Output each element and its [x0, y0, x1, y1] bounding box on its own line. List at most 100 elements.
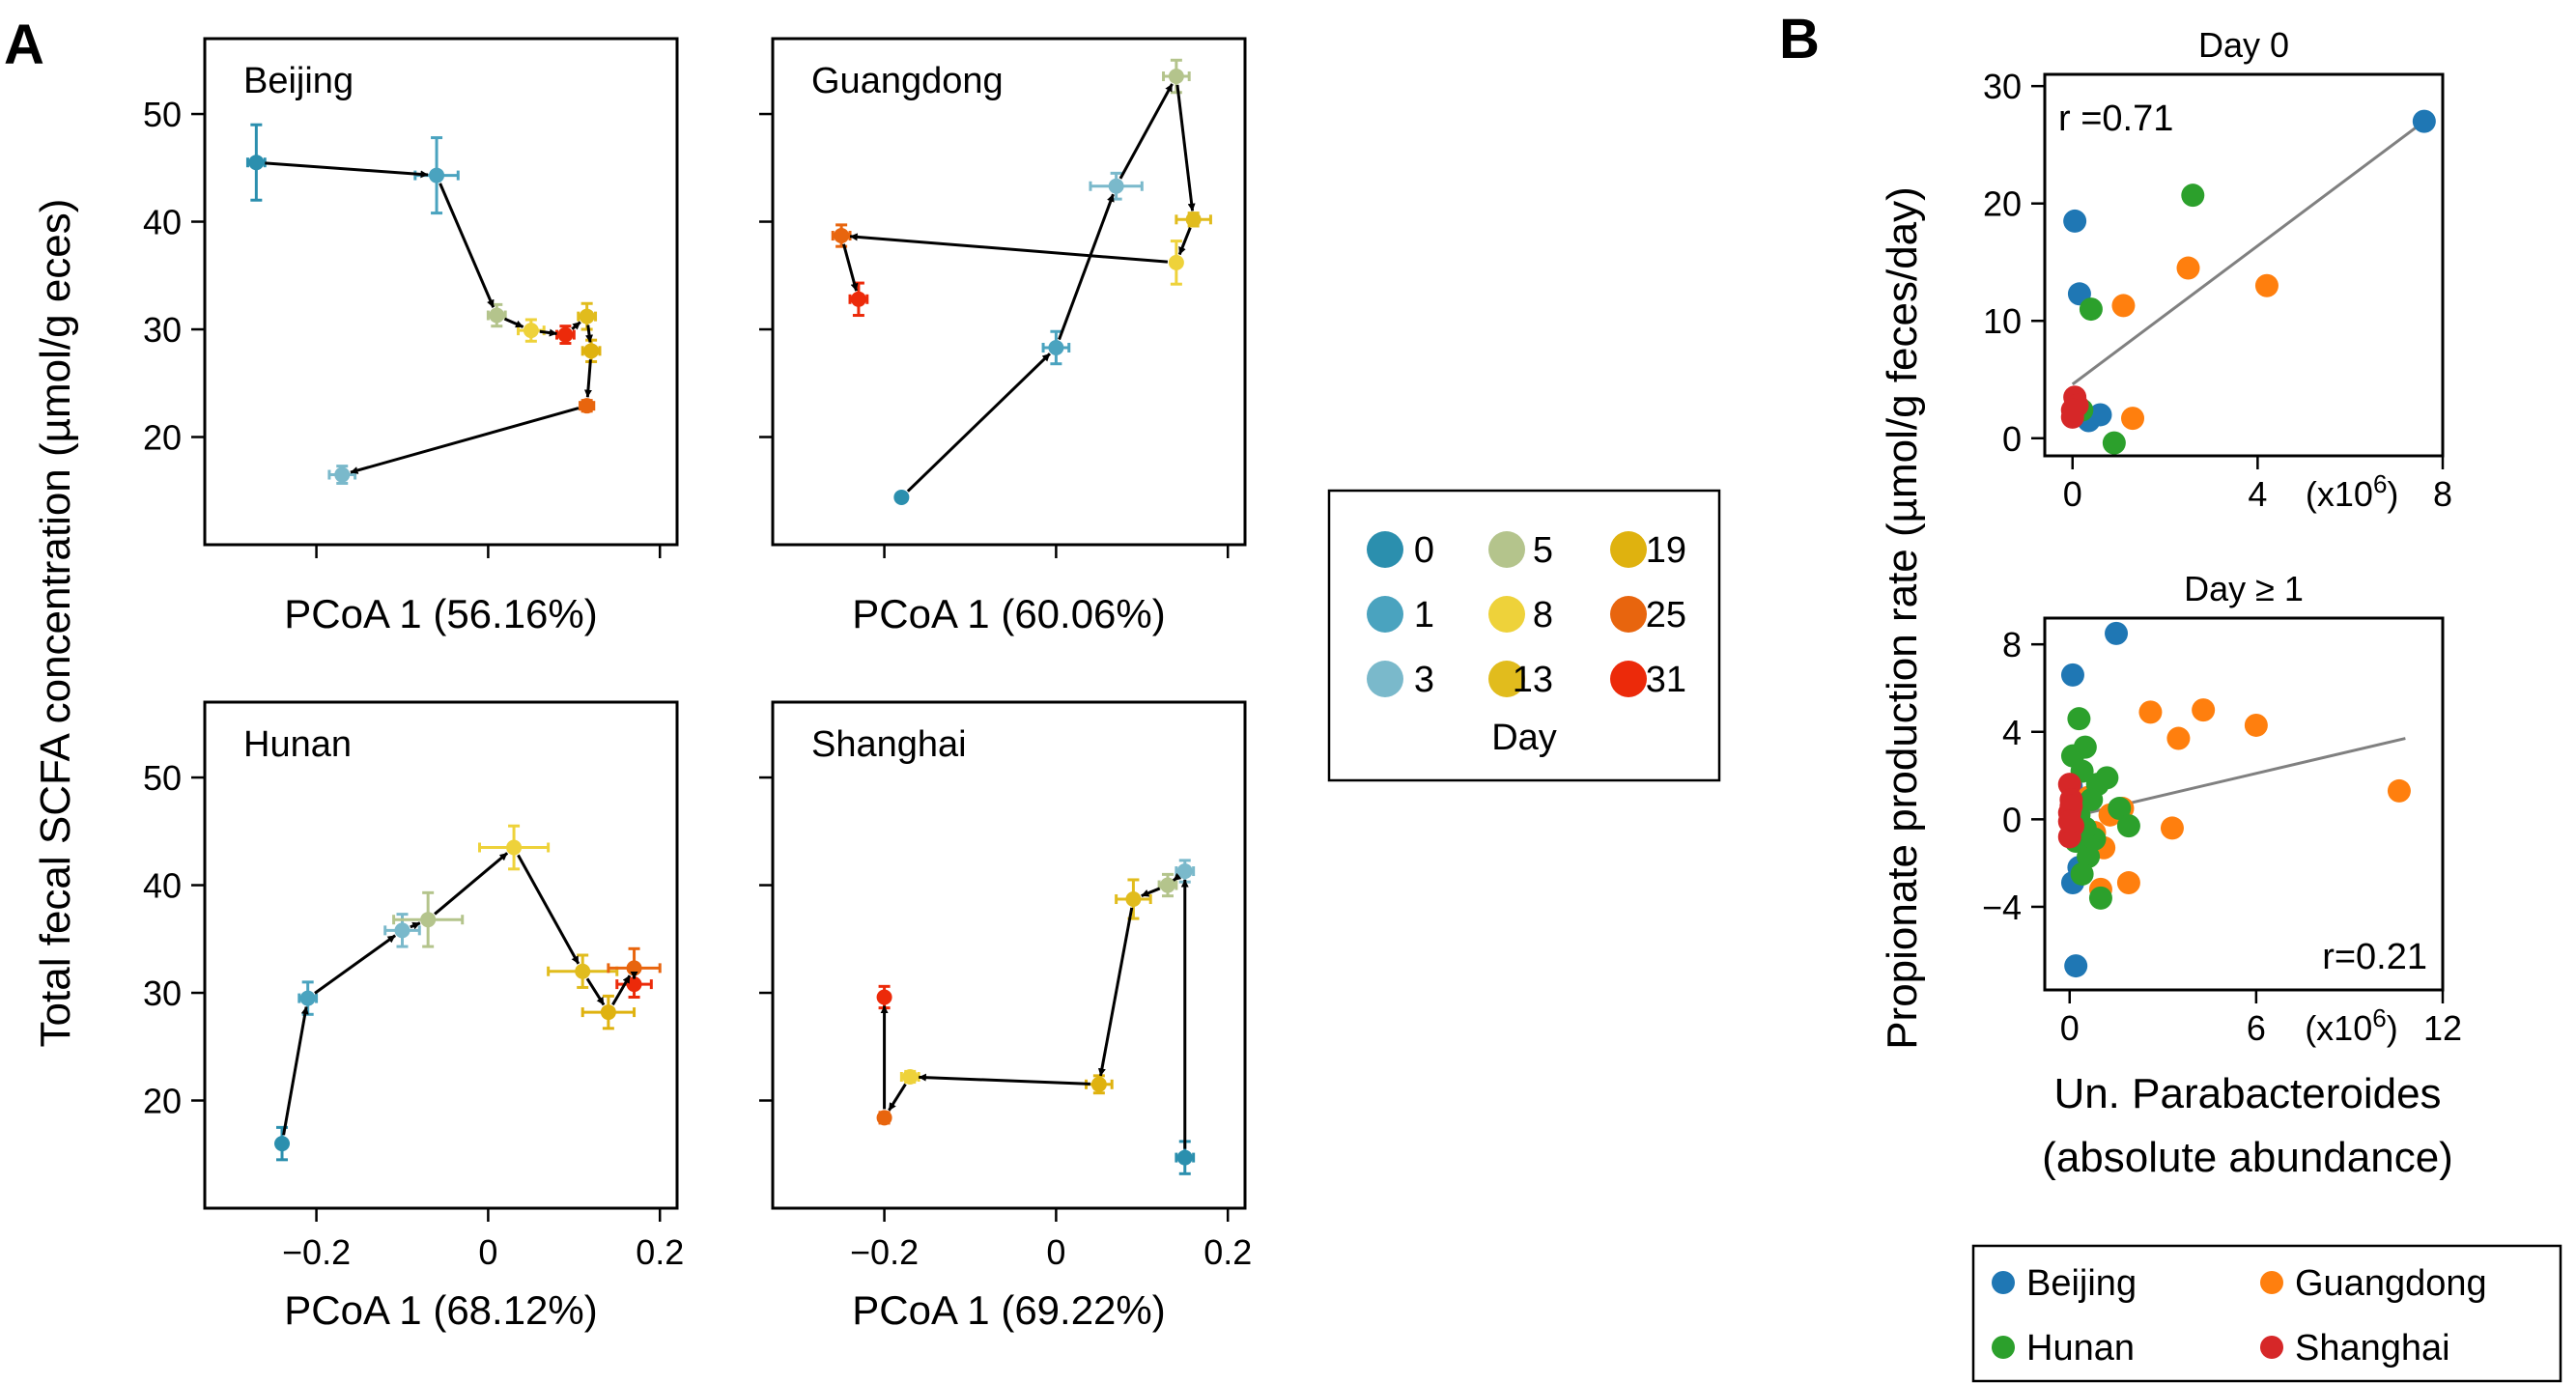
data-point	[579, 398, 595, 414]
x-tick-label: 0	[2063, 474, 2082, 514]
data-point	[579, 308, 595, 325]
y-tick-label: 4	[2002, 713, 2022, 752]
trajectory-arrow	[314, 934, 397, 995]
data-point	[2166, 726, 2191, 750]
legend-label: 3	[1414, 660, 1434, 700]
subplot-hunan: Hunan −0.2 0 0.2 20 30 40 50 PCoA 1 (68.12%)	[143, 700, 684, 1333]
legend-marker	[1367, 596, 1403, 633]
y-tick-label: −4	[1982, 888, 2022, 927]
data-point	[2057, 809, 2081, 833]
y-tick-label: 40	[143, 866, 182, 906]
x-scale-note: (x106)	[2306, 469, 2399, 514]
data-point	[2070, 861, 2094, 886]
data-point	[2102, 431, 2126, 455]
y-tick-label: 50	[143, 95, 182, 134]
legend-title: Day	[1491, 718, 1557, 758]
trajectory-arrow	[1175, 84, 1196, 212]
legend-marker	[1488, 596, 1525, 633]
trajectory-arrow	[888, 1083, 907, 1112]
trajectory-arrow	[583, 359, 592, 398]
correlation-annotation: r=0.21	[2322, 937, 2427, 977]
data-point	[2244, 713, 2268, 737]
x-tick-label: 0	[2060, 1008, 2080, 1048]
x-tick-label: 12	[2423, 1008, 2462, 1048]
data-point	[2121, 407, 2145, 431]
x-axis-label: (absolute abundance)	[2042, 1134, 2453, 1181]
data-point	[2105, 621, 2129, 645]
subplot-title: Shanghai	[811, 724, 967, 765]
data-point	[1168, 254, 1184, 270]
x-axis-label: PCoA 1 (68.12%)	[284, 1287, 598, 1333]
trajectory-arrow	[571, 321, 581, 330]
trajectory-arrow	[1097, 907, 1134, 1077]
data-point	[2063, 209, 2087, 233]
trajectory-arrow	[585, 977, 606, 1006]
y-tick-label: 0	[2002, 419, 2022, 459]
plot-frame	[203, 37, 679, 547]
data-point	[2060, 744, 2084, 768]
data-point	[248, 155, 265, 171]
trajectory-arrow	[517, 854, 580, 965]
data-point	[2080, 787, 2104, 811]
subplot-beijing: Beijing 20 30 40 50 PCoA 1 (56.16%)	[143, 37, 679, 636]
panel-a: Beijing 20 30 40 50 PCoA 1 (56.16%) Guangdong P…	[32, 37, 1252, 1333]
x-scale-exponent: 6	[2372, 1003, 2386, 1032]
x-axis-label: Un. Parabacteroides	[2053, 1070, 2441, 1117]
trajectory-arrow	[1118, 83, 1174, 180]
y-tick-label: 20	[143, 418, 182, 458]
trajectory-arrow	[282, 1006, 309, 1136]
x-axis-label: PCoA 1 (69.22%)	[852, 1287, 1166, 1333]
y-tick-label: 0	[2002, 800, 2022, 839]
plot-frame	[203, 700, 679, 1210]
data-point	[2060, 398, 2084, 422]
data-point	[600, 1004, 616, 1021]
plot-frame	[2043, 72, 2445, 458]
trajectory-arrow	[439, 183, 495, 308]
trajectory-arrow	[539, 328, 557, 337]
trajectory-arrow	[849, 233, 1169, 264]
trajectory-arrow	[434, 852, 509, 916]
legend-marker	[1610, 531, 1647, 568]
data-point	[334, 466, 351, 483]
data-point	[2176, 256, 2200, 280]
x-axis-label: PCoA 1 (60.06%)	[852, 591, 1166, 636]
subplot-guangdong: Guangdong PCoA 1 (60.06%)	[759, 37, 1247, 636]
data-point	[876, 1110, 892, 1126]
legend-label: 1	[1414, 595, 1434, 635]
subplot-title: Day ≥ 1	[2184, 569, 2304, 608]
data-point	[575, 963, 591, 979]
data-point	[2077, 844, 2101, 868]
data-point	[2116, 871, 2140, 895]
legend-label: 5	[1533, 530, 1553, 571]
data-point	[506, 839, 523, 856]
panel-label-a: A	[4, 14, 44, 76]
trajectory-arrow	[1172, 872, 1182, 882]
x-scale-base: (x10	[2306, 474, 2373, 514]
data-point	[1159, 877, 1175, 893]
legend-frame	[1327, 489, 1721, 782]
data-point	[489, 307, 505, 324]
data-point	[583, 343, 600, 359]
legend-marker	[1367, 531, 1403, 568]
legend-label: 19	[1646, 530, 1686, 571]
x-scale-base: (x10	[2305, 1008, 2372, 1048]
subplot-title: Beijing	[243, 61, 354, 101]
data-point	[2387, 778, 2411, 803]
data-point	[1176, 1149, 1193, 1166]
data-point	[2412, 109, 2436, 133]
data-point	[2254, 273, 2279, 297]
subplot-title: Day 0	[2198, 25, 2289, 65]
correlation-annotation: r =0.71	[2058, 99, 2173, 139]
x-tick-label: 0.2	[1203, 1232, 1252, 1272]
y-tick-label: 30	[1983, 67, 2022, 106]
data-point	[429, 167, 445, 183]
trajectory-arrow	[1141, 887, 1161, 898]
y-tick-label: 30	[143, 974, 182, 1013]
trajectory-arrow	[503, 317, 524, 328]
legend-marker	[2260, 1271, 2283, 1294]
data-point	[2088, 886, 2112, 910]
data-point	[2088, 403, 2112, 427]
